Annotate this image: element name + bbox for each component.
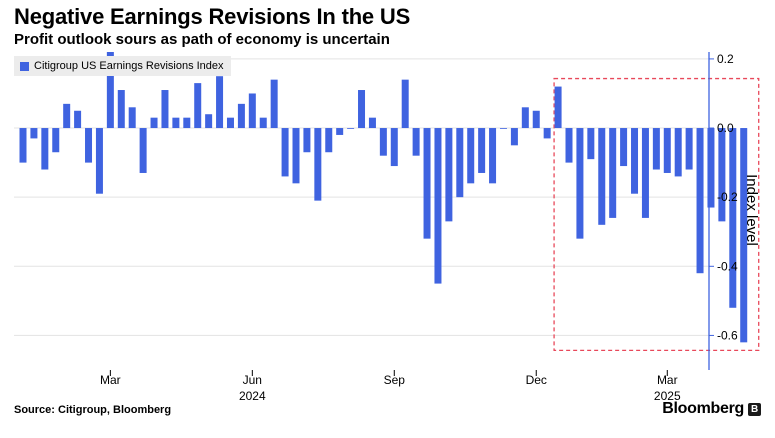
- bar: [216, 76, 224, 129]
- bar: [740, 128, 748, 343]
- legend: Citigroup US Earnings Revisions Index: [14, 56, 231, 76]
- bloomberg-logo: Bloomberg B: [662, 400, 761, 418]
- bar: [63, 103, 71, 129]
- bar: [303, 128, 311, 153]
- bar: [172, 117, 180, 129]
- bar: [478, 128, 486, 173]
- bar: [663, 128, 671, 173]
- y-axis-title: Index level: [743, 174, 760, 246]
- bar: [696, 128, 704, 274]
- bar: [390, 128, 398, 167]
- bar: [729, 128, 737, 308]
- bar: [292, 128, 300, 184]
- bar: [358, 90, 366, 129]
- bar: [532, 110, 540, 129]
- bar: [467, 128, 475, 184]
- bar: [74, 110, 82, 129]
- legend-label: Citigroup US Earnings Revisions Index: [34, 60, 224, 72]
- highlight-box-layer: [553, 77, 760, 351]
- bar: [707, 128, 715, 208]
- x-tick-label: Dec: [526, 373, 547, 387]
- bar: [259, 117, 267, 129]
- bar: [434, 128, 442, 284]
- bar: [52, 128, 60, 153]
- bar: [718, 128, 726, 222]
- chart-title: Negative Earnings Revisions In the US: [14, 4, 411, 29]
- x-year-label: 2025: [654, 389, 681, 403]
- bar: [194, 83, 202, 129]
- bar: [336, 128, 344, 135]
- bar: [576, 128, 584, 239]
- bar: [445, 128, 453, 222]
- bar: [117, 90, 125, 129]
- source-note: Source: Citigroup, Bloomberg: [14, 404, 172, 416]
- y-tick-label: -0.4: [717, 259, 738, 273]
- bar: [489, 128, 497, 184]
- highlight-box: [553, 77, 760, 351]
- bar: [499, 128, 507, 129]
- bar: [314, 128, 322, 201]
- bar: [139, 128, 147, 173]
- bar: [128, 107, 136, 129]
- bar: [19, 128, 27, 163]
- bar: [598, 128, 606, 225]
- bar: [325, 128, 333, 153]
- y-axis: 0.2 0.0 -0.2 -0.4 -0.6 Index level: [708, 52, 760, 370]
- bar: [620, 128, 628, 167]
- x-tick-label: Jun: [243, 373, 262, 387]
- bar: [412, 128, 420, 156]
- x-axis: Mar Jun 2024 Sep Dec Mar 2025: [100, 370, 681, 403]
- bar: [587, 128, 595, 160]
- bar: [205, 114, 213, 129]
- bar: [106, 52, 114, 129]
- brand-badge-icon: B: [748, 402, 761, 416]
- bar: [85, 128, 93, 163]
- bar: [521, 107, 529, 129]
- x-tick-label: Mar: [657, 373, 678, 387]
- y-tick-label: -0.6: [717, 328, 738, 342]
- x-tick-label: Sep: [384, 373, 406, 387]
- x-year-label: 2024: [239, 389, 266, 403]
- bar: [423, 128, 431, 239]
- bar: [248, 93, 256, 129]
- bar: [401, 79, 409, 129]
- bar: [674, 128, 682, 177]
- bar: [379, 128, 387, 156]
- bar: [543, 128, 551, 139]
- brand-name: Bloomberg: [662, 400, 744, 417]
- y-tick-label: 0.0: [717, 121, 734, 135]
- bar: [456, 128, 464, 198]
- chart-subtitle: Profit outlook sours as path of economy …: [14, 31, 390, 48]
- bar: [368, 117, 376, 129]
- bar: [631, 128, 639, 194]
- bar: [95, 128, 103, 194]
- x-tick-label: Mar: [100, 373, 121, 387]
- bars: [19, 52, 748, 343]
- bar: [161, 90, 169, 129]
- bar: [226, 117, 234, 129]
- bar: [641, 128, 649, 218]
- bar: [270, 79, 278, 129]
- bar: [30, 128, 38, 139]
- bar: [347, 128, 355, 129]
- bar: [41, 128, 49, 170]
- bar: [281, 128, 289, 177]
- bar: [652, 128, 660, 170]
- bar: [183, 117, 191, 129]
- bar: [510, 128, 518, 146]
- legend-swatch: [20, 61, 29, 71]
- y-tick-label: -0.2: [717, 190, 738, 204]
- bar: [554, 86, 562, 129]
- bar: [150, 117, 158, 129]
- y-tick-label: 0.2: [717, 52, 734, 66]
- bar: [237, 103, 245, 129]
- bar: [565, 128, 573, 163]
- bar: [685, 128, 693, 170]
- bar: [609, 128, 617, 218]
